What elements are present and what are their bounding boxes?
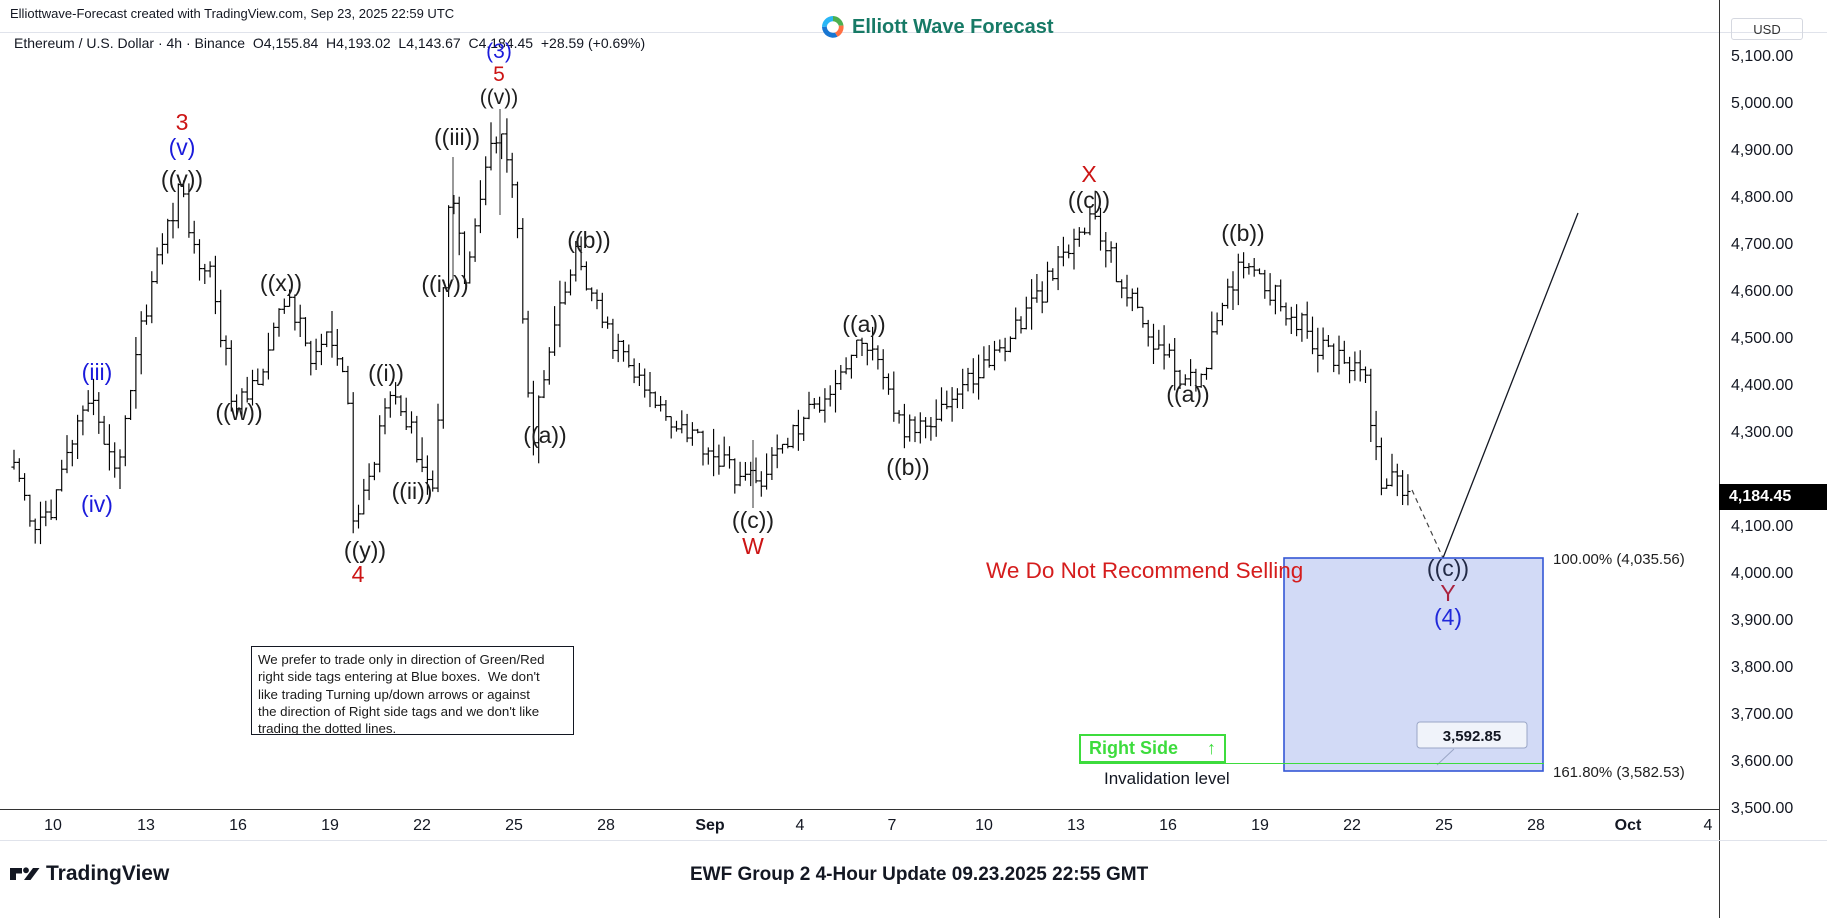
svg-text:((ii)): ((ii)) bbox=[392, 478, 433, 504]
svg-text:W: W bbox=[742, 533, 764, 559]
svg-text:((a)): ((a)) bbox=[842, 311, 885, 337]
svg-text:161.80% (3,582.53): 161.80% (3,582.53) bbox=[1553, 764, 1685, 781]
svg-text:5: 5 bbox=[493, 63, 505, 86]
svg-text:((x)): ((x)) bbox=[260, 270, 302, 296]
svg-text:((i)): ((i)) bbox=[368, 360, 404, 386]
svg-text:((a)): ((a)) bbox=[1166, 381, 1209, 407]
svg-text:((v)): ((v)) bbox=[161, 166, 203, 192]
svg-text:4: 4 bbox=[352, 561, 365, 587]
svg-text:((w)): ((w)) bbox=[215, 399, 262, 425]
svg-text:((v)): ((v)) bbox=[480, 86, 518, 109]
svg-text:X: X bbox=[1081, 161, 1096, 187]
svg-text:((a)): ((a)) bbox=[523, 422, 566, 448]
svg-text:((b)): ((b)) bbox=[886, 454, 929, 480]
svg-text:((c)): ((c)) bbox=[732, 507, 774, 533]
svg-text:3: 3 bbox=[176, 109, 189, 135]
svg-text:100.00% (4,035.56): 100.00% (4,035.56) bbox=[1553, 551, 1685, 568]
svg-text:((b)): ((b)) bbox=[1221, 220, 1264, 246]
svg-text:3,592.85: 3,592.85 bbox=[1443, 728, 1501, 745]
svg-text:((y)): ((y)) bbox=[344, 537, 386, 563]
svg-text:((c)): ((c)) bbox=[1068, 187, 1110, 213]
svg-text:(v): (v) bbox=[169, 134, 196, 160]
svg-text:(3): (3) bbox=[486, 40, 512, 63]
svg-text:(iii): (iii) bbox=[82, 359, 113, 385]
svg-text:((b)): ((b)) bbox=[567, 227, 610, 253]
svg-text:(iv): (iv) bbox=[81, 491, 113, 517]
svg-text:((iii)): ((iii)) bbox=[434, 124, 480, 150]
svg-text:((iv)): ((iv)) bbox=[421, 271, 468, 297]
